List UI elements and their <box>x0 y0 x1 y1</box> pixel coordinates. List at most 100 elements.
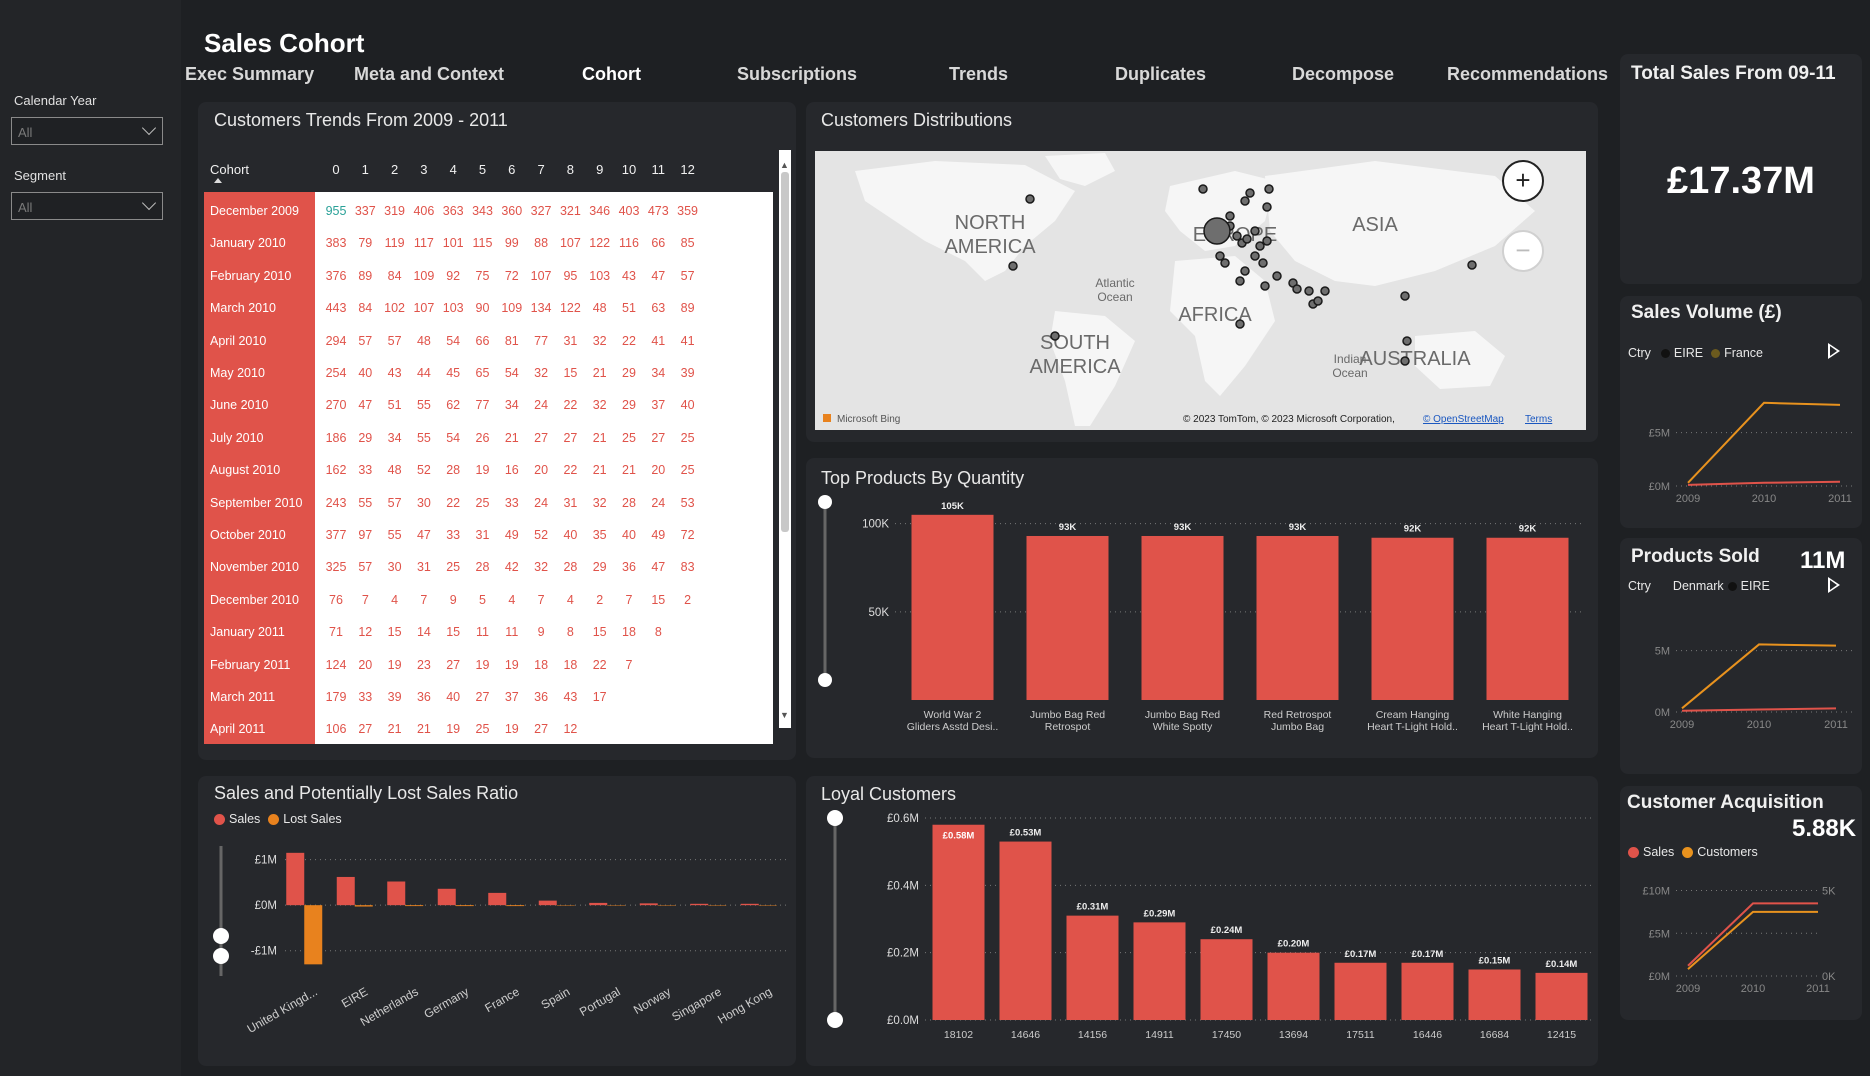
cohort-cell: 84 <box>358 301 373 316</box>
bar-data-label: 92K <box>1519 524 1537 535</box>
cohort-cell: 103 <box>442 301 464 316</box>
products-sold-legend: Ctry Denmark EIRE <box>1628 579 1770 593</box>
x-tick-label: 2011 <box>1806 983 1830 995</box>
map-region-label: Indian Ocean <box>1332 352 1367 380</box>
cohort-cell: 47 <box>358 398 373 413</box>
bar <box>1267 952 1320 1020</box>
tab-trends[interactable]: Trends <box>949 64 1009 84</box>
cohort-scrollbar-thumb[interactable] <box>781 172 789 532</box>
cohort-row-label: April 2010 <box>210 333 267 348</box>
tab-cohort[interactable]: Cohort <box>582 64 641 84</box>
cohort-cell: 22 <box>446 495 461 510</box>
plus-icon: + <box>1515 165 1530 195</box>
lost-sales-chart[interactable]: £1M £0M -£1M United Kingd... EIRENetherlands… <box>205 832 795 1062</box>
cohort-cell: 25 <box>475 495 490 510</box>
cohort-cell: 47 <box>651 560 666 575</box>
map-customer-dot <box>1225 211 1235 221</box>
cohort-row-label: January 2011 <box>210 625 285 640</box>
period-header[interactable]: 7 <box>537 162 545 177</box>
x-tick-label: 17511 <box>1346 1029 1375 1041</box>
cohort-cell: 2 <box>684 592 692 607</box>
tab-decompose[interactable]: Decompose <box>1292 64 1395 84</box>
segment-select[interactable]: All <box>11 192 163 220</box>
cohort-cell: 376 <box>325 268 347 283</box>
lost-sales-bar <box>405 905 424 907</box>
x-tick-label: 2010 <box>1752 493 1776 505</box>
products-sold-chart[interactable]: 0M 5M 2009 2010 2011 <box>1622 606 1862 741</box>
cohort-cell: 7 <box>537 592 545 607</box>
range-slider-handle <box>213 928 229 944</box>
period-header[interactable]: 2 <box>390 162 399 177</box>
cohort-cell: 19 <box>387 657 402 672</box>
cohort-cell: 124 <box>325 657 347 672</box>
tab-duplicates[interactable]: Duplicates <box>1115 64 1207 84</box>
tab-exec-summary[interactable]: Exec Summary <box>185 64 315 84</box>
cohort-row-label: December 2009 <box>210 204 299 218</box>
cohort-column-header[interactable]: Cohort <box>210 162 250 177</box>
y-tick-label: 5M <box>1655 646 1670 658</box>
cohort-cell: 40 <box>446 690 461 704</box>
loyal-panel-title: Loyal Customers <box>821 784 957 804</box>
x-tick-label: Netherlands <box>358 984 421 1028</box>
sales-legend-dot <box>1628 846 1639 858</box>
minus-icon: − <box>1515 235 1530 265</box>
scroll-up-icon[interactable]: ▲ <box>780 160 789 170</box>
period-header[interactable]: 10 <box>621 162 637 177</box>
map-customer-dot <box>1245 188 1255 198</box>
acquisition-chart[interactable]: £0M £5M £10M 0K 5K 2009 2010 2011 <box>1622 868 1862 1008</box>
cohort-cell: 43 <box>622 268 636 283</box>
play-icon[interactable] <box>1828 577 1840 593</box>
bar <box>1066 915 1119 1020</box>
lost-sales-bar <box>304 905 323 965</box>
cohort-cell: 32 <box>534 366 549 380</box>
y-tick-label: £0.0M <box>887 1015 919 1027</box>
cohort-cell: 383 <box>325 236 347 251</box>
period-header[interactable]: 12 <box>680 162 695 177</box>
cohort-cell: 40 <box>358 366 373 380</box>
y-tick-label: £0M <box>1649 971 1670 983</box>
cohort-cell: 473 <box>647 204 669 218</box>
cohort-cell: 21 <box>622 463 636 478</box>
bar <box>1535 972 1588 1020</box>
period-header[interactable]: 3 <box>420 162 428 177</box>
cohort-cell: 25 <box>680 463 695 478</box>
period-header[interactable]: 9 <box>596 162 604 177</box>
x-tick-label: Portugal <box>577 984 623 1018</box>
cohort-cell: 343 <box>472 204 493 218</box>
cohort-cell: 243 <box>325 495 347 510</box>
cohort-cell: 29 <box>358 430 373 445</box>
play-icon[interactable] <box>1828 343 1840 359</box>
legend-denmark: Denmark <box>1672 579 1724 593</box>
cohort-row-label: May 2010 <box>210 366 265 380</box>
x-tick-label: World War 2 <box>924 709 982 721</box>
cohort-cell: 109 <box>501 301 523 316</box>
period-header[interactable]: 11 <box>651 162 666 177</box>
cohort-cell: 52 <box>416 463 431 478</box>
bar-data-label: £0.29M <box>1144 908 1176 919</box>
acquisition-card <box>1620 786 1862 1020</box>
tab-meta-and-context[interactable]: Meta and Context <box>354 64 505 84</box>
lost-sales-bar <box>354 905 373 907</box>
tab-subscriptions[interactable]: Subscriptions <box>737 64 858 84</box>
y-tick-label: -£1M <box>251 946 277 958</box>
x-tick-label: Norway <box>631 984 673 1016</box>
period-header[interactable]: 5 <box>478 162 487 177</box>
scroll-down-icon[interactable]: ▼ <box>780 710 789 720</box>
customers-map[interactable]: NORTHAMERICAEUROPEASIAAFRICASOUTHAMERICA… <box>815 151 1586 430</box>
sales-volume-chart[interactable]: £0M £5M 2009 2010 2011 <box>1622 370 1862 505</box>
tab-recommendations[interactable]: Recommendations <box>1447 64 1609 84</box>
cohort-cell: 955 <box>325 204 347 218</box>
cohort-cell: 15 <box>592 625 607 640</box>
calendar-year-select[interactable]: All <box>11 117 163 145</box>
cohort-cell: 24 <box>651 495 666 510</box>
loyal-customers-chart[interactable]: £0.0M £0.2M £0.4M £0.6M £0.58M 18102 £0.53M 146… <box>815 808 1595 1066</box>
cohort-cell: 77 <box>475 398 490 413</box>
period-header[interactable]: 4 <box>449 162 457 177</box>
cohort-cell: 30 <box>387 560 402 575</box>
period-header[interactable]: 1 <box>361 162 369 177</box>
period-header[interactable]: 6 <box>508 162 516 177</box>
period-header[interactable]: 0 <box>332 162 340 177</box>
period-header[interactable]: 8 <box>566 162 574 177</box>
cohort-cell: 319 <box>384 204 406 218</box>
